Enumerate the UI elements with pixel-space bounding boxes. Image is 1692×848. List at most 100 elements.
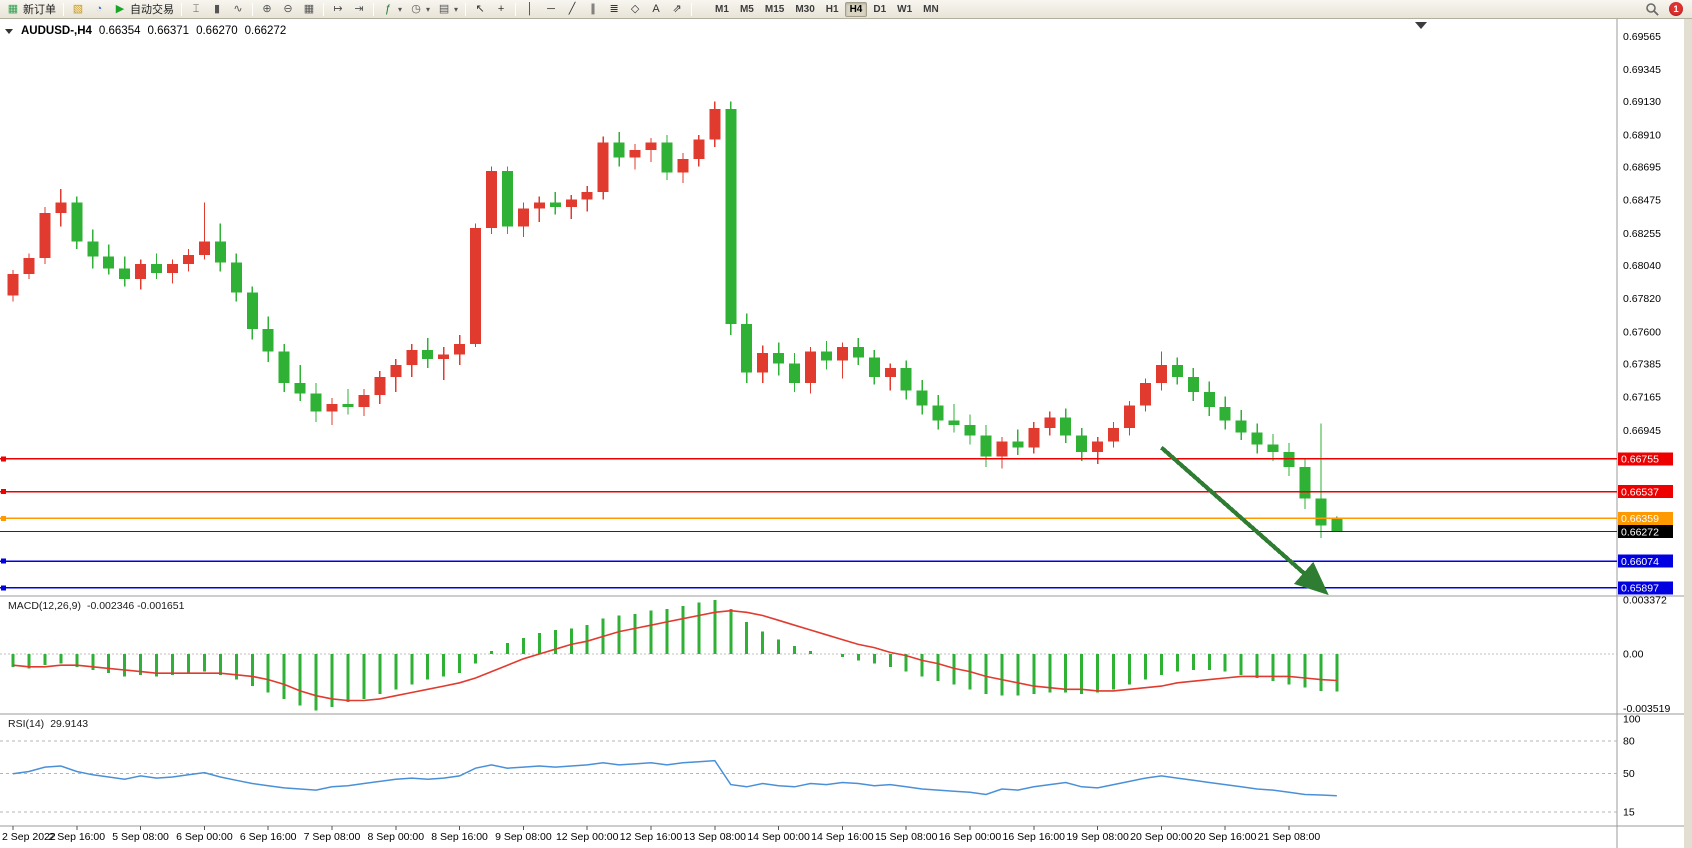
- candlestick-chart-icon: ▮: [213, 2, 221, 15]
- candle-body: [1331, 519, 1343, 532]
- line-handle[interactable]: [1, 456, 6, 462]
- bar-chart-button[interactable]: ⌶: [186, 1, 206, 18]
- candle-body: [39, 212, 51, 259]
- chart-background[interactable]: [0, 19, 1692, 848]
- annotation-arrow[interactable]: [1160, 445, 1329, 596]
- candle-body: [214, 241, 226, 263]
- text-label-button[interactable]: A: [646, 1, 666, 18]
- tile-windows-icon: ▦: [303, 2, 315, 15]
- indicators-button[interactable]: ƒ ▾: [378, 1, 405, 18]
- toolbar-separator: [691, 2, 693, 16]
- vertical-line-icon: │: [526, 2, 534, 15]
- fibonacci-button[interactable]: ≣: [604, 1, 624, 18]
- candle-body: [1219, 406, 1231, 421]
- toolbar-separator: [252, 2, 253, 16]
- candle-body: [278, 351, 290, 383]
- cursor-icon: ↖: [475, 2, 485, 15]
- candle-body: [900, 367, 912, 391]
- fibonacci-icon: ≣: [609, 2, 619, 15]
- line-handle[interactable]: [1, 558, 6, 564]
- rsi-axis-tick: 50: [1623, 768, 1635, 780]
- notification-badge[interactable]: 1: [1669, 2, 1683, 16]
- timeframe-d1[interactable]: D1: [873, 3, 887, 15]
- periods-button[interactable]: ◷ ▾: [406, 1, 433, 18]
- zoom-out-button[interactable]: ⊖: [278, 1, 298, 18]
- macd-axis-tick: -0.003519: [1623, 703, 1670, 715]
- price-label-box: [1618, 511, 1673, 525]
- candle-body: [517, 208, 529, 227]
- cursor-button[interactable]: ↖: [470, 1, 490, 18]
- line-chart-button[interactable]: ∿: [228, 1, 248, 18]
- chart-shift-button[interactable]: ⇥: [349, 1, 369, 18]
- price-label-box: [1618, 524, 1673, 538]
- chart-window-button[interactable]: ▧: [68, 1, 88, 18]
- shapes-button[interactable]: ◇: [625, 1, 645, 18]
- timeframe-w1[interactable]: W1: [897, 3, 913, 15]
- templates-button[interactable]: ▤ ▾: [434, 1, 461, 18]
- line-handle[interactable]: [1, 515, 6, 521]
- time-axis-label: 9 Sep 08:00: [495, 831, 552, 843]
- candle-body: [390, 364, 402, 377]
- price-axis-tick: 0.68255: [1623, 228, 1661, 240]
- auto-trading-icon: ▶: [115, 2, 125, 15]
- time-axis-label: 15 Sep 08:00: [875, 831, 938, 843]
- candle-body: [932, 405, 944, 421]
- text-label-icon: A: [652, 2, 660, 15]
- time-axis-label: 8 Sep 16:00: [431, 831, 488, 843]
- vertical-line-button[interactable]: │: [520, 1, 540, 18]
- price-label-text: 0.66074: [1621, 556, 1659, 568]
- line-handle[interactable]: [1, 489, 6, 495]
- price-axis-tick: 0.68475: [1623, 195, 1661, 207]
- candle-body: [1124, 405, 1135, 428]
- time-axis-label: 6 Sep 00:00: [176, 831, 233, 843]
- price-axis-tick: 0.69345: [1623, 64, 1661, 76]
- candle-body: [501, 170, 513, 227]
- time-axis-label: 13 Sep 08:00: [684, 831, 747, 843]
- equidistant-channel-button[interactable]: ∥: [583, 1, 603, 18]
- price-label-text: 0.66537: [1621, 486, 1659, 498]
- candle-body: [23, 258, 35, 274]
- chart-window: 0.69565 0.69345 0.69130 0.68910 0.68695 0.684…: [0, 19, 1692, 848]
- timeframe-m1[interactable]: M1: [715, 3, 729, 15]
- auto-trading-button[interactable]: ▶ 自动交易: [110, 1, 177, 18]
- arrow-objects-button[interactable]: ⇗: [667, 1, 687, 18]
- candle-body: [948, 420, 960, 425]
- auto-scroll-button[interactable]: ↦: [328, 1, 348, 18]
- candle-body: [230, 262, 242, 293]
- candle-body: [1012, 441, 1024, 448]
- price-chart[interactable]: 0.69565 0.69345 0.69130 0.68910 0.68695 0.684…: [0, 19, 1692, 848]
- candle-body: [182, 255, 194, 265]
- new-order-button[interactable]: ▦ 新订单: [3, 1, 59, 18]
- trendline-button[interactable]: ╱: [562, 1, 582, 18]
- candlestick-chart-button[interactable]: ▮: [207, 1, 227, 18]
- horizontal-line-button[interactable]: ─: [541, 1, 561, 18]
- macd-axis-tick: 0.00: [1623, 649, 1644, 661]
- bar-chart-icon: ⌶: [192, 2, 200, 15]
- time-axis-label: 16 Sep 16:00: [1003, 831, 1066, 843]
- candle-body: [868, 357, 880, 377]
- price-axis-tick: 0.67600: [1623, 326, 1661, 338]
- candle-body: [119, 268, 131, 280]
- price-label-text: 0.66359: [1621, 513, 1659, 525]
- chevron-down-icon: ▾: [454, 4, 459, 14]
- chart-shift-marker[interactable]: [1415, 22, 1427, 29]
- time-axis-label: 2 Sep 2022: [2, 831, 56, 843]
- zoom-in-button[interactable]: ⊕: [257, 1, 277, 18]
- candle-body: [135, 264, 147, 280]
- timeframe-m30[interactable]: M30: [795, 3, 815, 15]
- candle-body: [709, 109, 721, 140]
- candle-body: [486, 170, 497, 228]
- profiles-button[interactable]: ◔: [89, 1, 109, 18]
- tile-windows-button[interactable]: ▦: [299, 1, 319, 18]
- search-icon[interactable]: [1645, 2, 1660, 17]
- timeframe-mn[interactable]: MN: [923, 3, 939, 15]
- crosshair-button[interactable]: +: [491, 1, 511, 18]
- timeframe-m15[interactable]: M15: [764, 3, 785, 15]
- timeframe-h1[interactable]: H1: [825, 3, 839, 15]
- price-axis-tick: 0.69565: [1623, 31, 1661, 43]
- timeframe-h4[interactable]: H4: [844, 1, 868, 17]
- line-handle[interactable]: [1, 585, 6, 591]
- indicators-icon: ƒ: [384, 2, 392, 15]
- timeframe-m5[interactable]: M5: [739, 3, 754, 15]
- candle-body: [820, 351, 832, 361]
